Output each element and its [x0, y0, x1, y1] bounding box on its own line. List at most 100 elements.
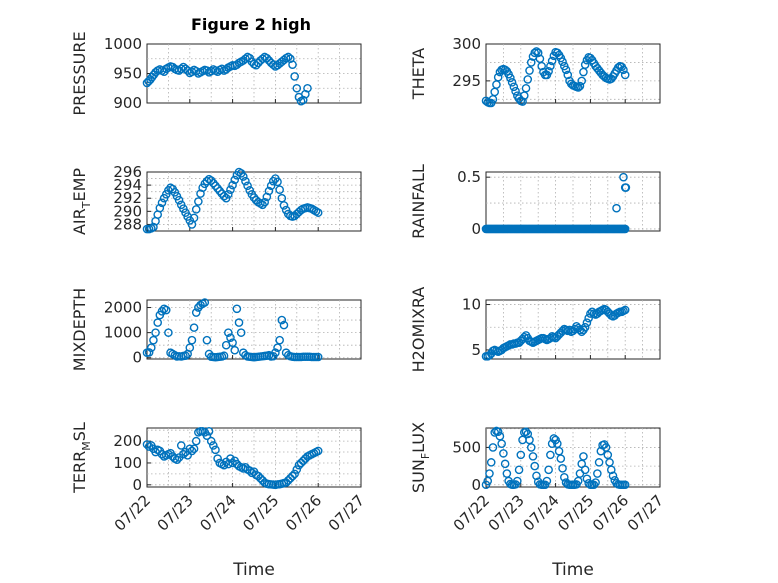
data-point — [230, 345, 240, 355]
data-point — [268, 176, 278, 186]
data-point — [488, 443, 498, 452]
data-point — [146, 343, 156, 353]
data-point — [563, 70, 573, 80]
data-point — [575, 81, 585, 91]
y-tick-label: 300 — [452, 35, 481, 53]
data-point — [275, 335, 284, 345]
data-point — [533, 48, 543, 58]
data-point — [523, 429, 533, 439]
data-point — [573, 83, 583, 92]
data-point — [153, 318, 162, 327]
data-point — [620, 70, 630, 80]
data-point — [516, 450, 526, 460]
data-point — [228, 458, 237, 468]
series-points — [481, 426, 630, 490]
data-point — [584, 313, 593, 323]
y-axis-label: AIRTEMP — [70, 168, 93, 235]
y-axis-label: TERRMSL — [70, 422, 93, 494]
data-point — [560, 472, 569, 482]
y-tick-label: 0 — [471, 220, 481, 238]
y-tick-label: 1000 — [104, 324, 142, 342]
data-point — [577, 76, 587, 86]
y-tick-label: 288 — [113, 215, 142, 233]
x-tick-label: 07/27 — [325, 491, 368, 534]
data-point — [537, 61, 546, 71]
y-tick-label: 200 — [113, 432, 142, 450]
data-point — [211, 445, 220, 455]
data-point — [224, 328, 233, 337]
x-tick-label: 07/24 — [196, 491, 239, 534]
series-points — [142, 167, 323, 234]
data-point — [253, 471, 263, 481]
data-point — [206, 436, 216, 446]
data-point — [290, 469, 299, 479]
data-point — [279, 201, 289, 210]
data-point — [288, 60, 297, 69]
data-point — [292, 83, 302, 93]
data-point — [172, 455, 182, 464]
data-point — [281, 478, 291, 487]
data-point — [499, 449, 508, 458]
data-point — [266, 181, 276, 191]
x-tick-label: 07/24 — [519, 491, 562, 534]
data-point — [558, 464, 567, 473]
y-tick-label: 100 — [113, 454, 142, 472]
y-tick-label: 292 — [113, 189, 142, 207]
data-point — [565, 325, 574, 335]
subplot-7: 0 100 200 07/22 07/23 07/24 07/25 07/26 07/27 TER… — [70, 422, 368, 580]
data-point — [546, 61, 555, 71]
y-tick-label: 290 — [113, 202, 142, 220]
data-point — [211, 181, 220, 191]
data-point — [213, 184, 222, 193]
data-point — [521, 83, 531, 93]
data-point — [580, 60, 590, 69]
data-point — [513, 476, 522, 486]
data-point — [202, 335, 212, 345]
data-point — [561, 65, 571, 75]
data-point — [556, 454, 566, 463]
y-tick-label: 0.5 — [457, 168, 481, 186]
y-axis-label: THETA — [409, 48, 428, 100]
series-points — [481, 172, 631, 234]
data-point — [149, 335, 158, 345]
y-tick-label: 296 — [113, 163, 142, 181]
data-point — [161, 305, 171, 315]
y-tick-label: 2000 — [104, 299, 142, 317]
subplot-1: 900 950 1000 PRESSURE — [70, 31, 362, 116]
data-point — [493, 427, 503, 437]
data-point — [191, 308, 201, 317]
data-point — [547, 56, 557, 66]
x-tick-label: 07/22 — [450, 491, 493, 534]
series-points — [142, 426, 323, 490]
data-point — [191, 66, 201, 76]
data-point — [292, 465, 302, 474]
data-point — [264, 186, 274, 196]
data-point — [542, 476, 552, 486]
data-point — [187, 335, 197, 345]
x-axis-label: Time — [551, 560, 594, 580]
data-point — [258, 200, 267, 210]
data-point — [236, 328, 246, 337]
data-point — [497, 439, 506, 448]
data-point — [224, 189, 233, 199]
data-point — [530, 48, 540, 58]
data-point — [620, 224, 630, 234]
data-point — [191, 436, 201, 446]
data-point — [226, 454, 235, 463]
data-point — [582, 318, 592, 327]
data-point — [157, 198, 167, 208]
data-point — [507, 78, 517, 87]
x-tick-label: 07/26 — [589, 491, 632, 534]
data-point — [219, 351, 229, 361]
data-point — [185, 343, 195, 353]
data-point — [313, 208, 323, 217]
y-tick-label: 5 — [471, 341, 481, 359]
x-tick-label: 07/25 — [239, 491, 282, 534]
data-point — [200, 179, 210, 189]
data-point — [521, 427, 531, 437]
data-point — [493, 72, 503, 82]
data-point — [271, 348, 280, 358]
data-point — [164, 328, 173, 337]
data-point — [608, 471, 618, 481]
